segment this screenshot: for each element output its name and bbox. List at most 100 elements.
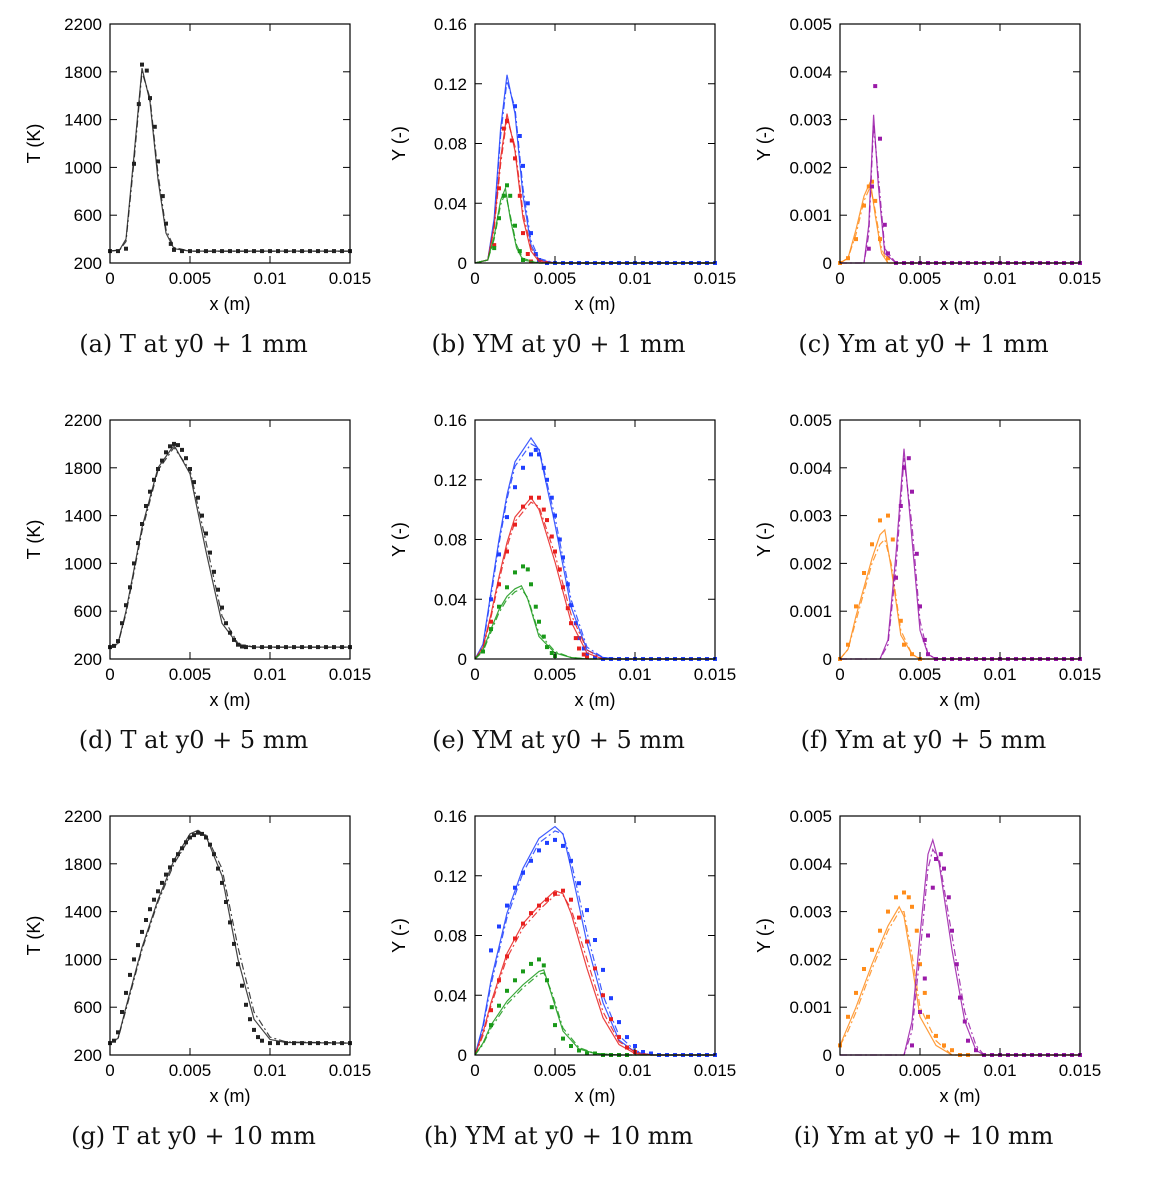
x-tick-label: 0.01 <box>618 665 651 684</box>
x-tick-label: 0.015 <box>694 1061 737 1080</box>
series-0-line-1 <box>839 184 1080 264</box>
series-2-line-0 <box>474 969 715 1056</box>
series-1-point-6 <box>918 604 922 609</box>
series-0-point-15 <box>168 444 172 449</box>
series-0-point-42 <box>308 645 312 650</box>
series-0-point-42 <box>292 1041 296 1046</box>
x-axis-label: x (m) <box>940 1086 981 1106</box>
series-0-point-36 <box>260 645 264 650</box>
series-2-point-7 <box>521 258 525 262</box>
series-0-point-17 <box>950 1048 954 1053</box>
series-2-point-5 <box>529 961 533 966</box>
series-1-point-17 <box>625 1045 629 1050</box>
series-1-point-7 <box>922 637 927 642</box>
series-2-point-13 <box>577 1048 581 1053</box>
series-0-point-8 <box>140 522 144 526</box>
series-2-point-11 <box>545 645 549 650</box>
series-0-point-4 <box>136 102 141 107</box>
series-1-point-4 <box>509 138 514 143</box>
series-1-point-5 <box>914 551 919 556</box>
series-0-point-21 <box>192 833 196 838</box>
series-0-point-13 <box>160 458 164 463</box>
y-tick-label: 1400 <box>64 507 102 526</box>
series-0-point-29 <box>224 900 228 904</box>
series-0-point-6 <box>132 561 136 566</box>
series-0-point-5 <box>128 972 132 977</box>
series-0-point-5 <box>878 518 882 523</box>
series-0-point-19 <box>184 456 188 461</box>
series-0-point-28 <box>220 605 224 610</box>
series-1-point-4 <box>930 885 935 890</box>
series-0-point-44 <box>308 1041 312 1046</box>
chart-e: 0 0.005 0.01 0.015 0 0.04 0.08 0.12 0.16 x (m) Y (… <box>389 411 736 710</box>
series-1-point-8 <box>525 252 530 256</box>
series-0-line-0 <box>839 905 1080 1056</box>
panel-d: 0 0.005 0.01 0.015 200 600 1000 1400 1800 2200 x (… <box>0 396 387 792</box>
series-1-point-15 <box>609 1017 613 1022</box>
series-0-point-20 <box>188 467 192 471</box>
series-0-point-29 <box>224 621 228 626</box>
series-0-point-45 <box>316 1041 320 1046</box>
y-axis-label: Y (-) <box>389 126 409 161</box>
series-0-point-10 <box>569 858 573 863</box>
series-0-point-18 <box>180 447 184 452</box>
y-tick-label: 0.04 <box>434 194 467 213</box>
panel-b: 0 0.005 0.01 0.015 0 0.04 0.08 0.12 0.16 x (m) Y (… <box>365 0 752 396</box>
series-1-point-1 <box>898 504 903 508</box>
series-0-point-4 <box>870 542 874 547</box>
series-0-point-24 <box>260 249 264 254</box>
x-tick-label: 0.005 <box>534 269 577 288</box>
series-2-point-7 <box>529 582 533 587</box>
chart-h: 0 0.005 0.01 0.015 0 0.04 0.08 0.12 0.16 x (m) Y (… <box>389 807 737 1106</box>
y-tick-label: 0.004 <box>789 855 832 874</box>
series-0-point-12 <box>918 962 922 967</box>
panel-g: 0 0.005 0.01 0.015 200 600 1000 1400 1800 2200 x (… <box>0 792 387 1188</box>
y-tick-label: 0.04 <box>434 590 467 609</box>
caption-g: (g) T at y0 + 10 mm <box>71 1122 316 1150</box>
y-axis-label: Y (-) <box>754 522 774 557</box>
x-tick-label: 0 <box>835 1061 844 1080</box>
chart-a: 0 0.005 0.01 0.015 200 600 1000 1400 1800 2200 x (… <box>24 15 371 314</box>
x-tick-label: 0.015 <box>1059 269 1102 288</box>
series-0-point-5 <box>140 62 144 67</box>
panel-a: 0 0.005 0.01 0.015 200 600 1000 1400 1800 2200 x (… <box>0 0 387 396</box>
series-1-point-9 <box>561 888 565 893</box>
series-1-line-0 <box>840 448 1080 660</box>
series-0-point-13 <box>172 247 176 252</box>
series-0-point-6 <box>144 68 149 73</box>
series-0-point-23 <box>200 513 204 518</box>
series-2-line-1 <box>474 972 715 1056</box>
series-0-point-11 <box>577 881 581 886</box>
series-1-line-0 <box>474 113 715 264</box>
chart-i: 0 0.005 0.01 0.015 0 0.001 0.002 0.003 0.004 0.00… <box>754 807 1102 1106</box>
y-tick-label: 0.003 <box>789 903 832 922</box>
series-1-point-5 <box>886 251 890 256</box>
series-1-point-11 <box>577 915 581 920</box>
x-tick-label: 0.015 <box>1059 1061 1102 1080</box>
x-tick-label: 0.01 <box>618 1061 651 1080</box>
series-0-point-15 <box>188 249 192 254</box>
x-axis-label: x (m) <box>575 690 616 710</box>
caption-a: (a) T at y0 + 1 mm <box>79 330 308 358</box>
y-tick-label: 1800 <box>64 63 102 82</box>
series-0-line-1 <box>109 446 350 648</box>
series-2-point-12 <box>549 651 554 655</box>
series-0-point-16 <box>196 249 200 254</box>
series-1-point-1 <box>489 619 493 624</box>
series-1-point-6 <box>537 903 541 908</box>
chart-b: 0 0.005 0.01 0.015 0 0.04 0.08 0.12 0.16 x (m) Y (… <box>389 15 736 314</box>
series-0-line-0 <box>839 528 1080 660</box>
x-tick-label: 0.01 <box>253 665 286 684</box>
series-0-point-3 <box>120 1010 124 1014</box>
series-1-point-0 <box>894 575 898 580</box>
series-1-point-8 <box>541 507 546 512</box>
series-1-point-2 <box>902 465 906 470</box>
series-0-point-26 <box>212 569 216 574</box>
series-1-point-6 <box>517 193 522 198</box>
y-tick-label: 0 <box>458 650 467 669</box>
series-1-point-19 <box>585 655 589 660</box>
series-0-point-30 <box>228 920 232 925</box>
series-0-point-4 <box>124 990 128 995</box>
series-0-line-1 <box>474 443 715 660</box>
series-2-line-1 <box>474 588 715 660</box>
